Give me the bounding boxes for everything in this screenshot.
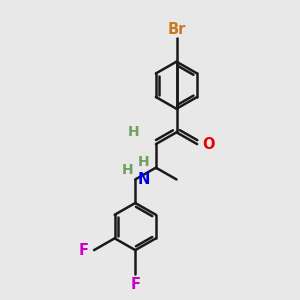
Text: H: H <box>138 155 149 169</box>
Text: O: O <box>202 136 215 152</box>
Text: Br: Br <box>167 22 186 37</box>
Text: H: H <box>122 163 134 177</box>
Text: F: F <box>130 277 140 292</box>
Text: N: N <box>138 172 150 187</box>
Text: H: H <box>128 125 139 139</box>
Text: F: F <box>79 243 89 258</box>
